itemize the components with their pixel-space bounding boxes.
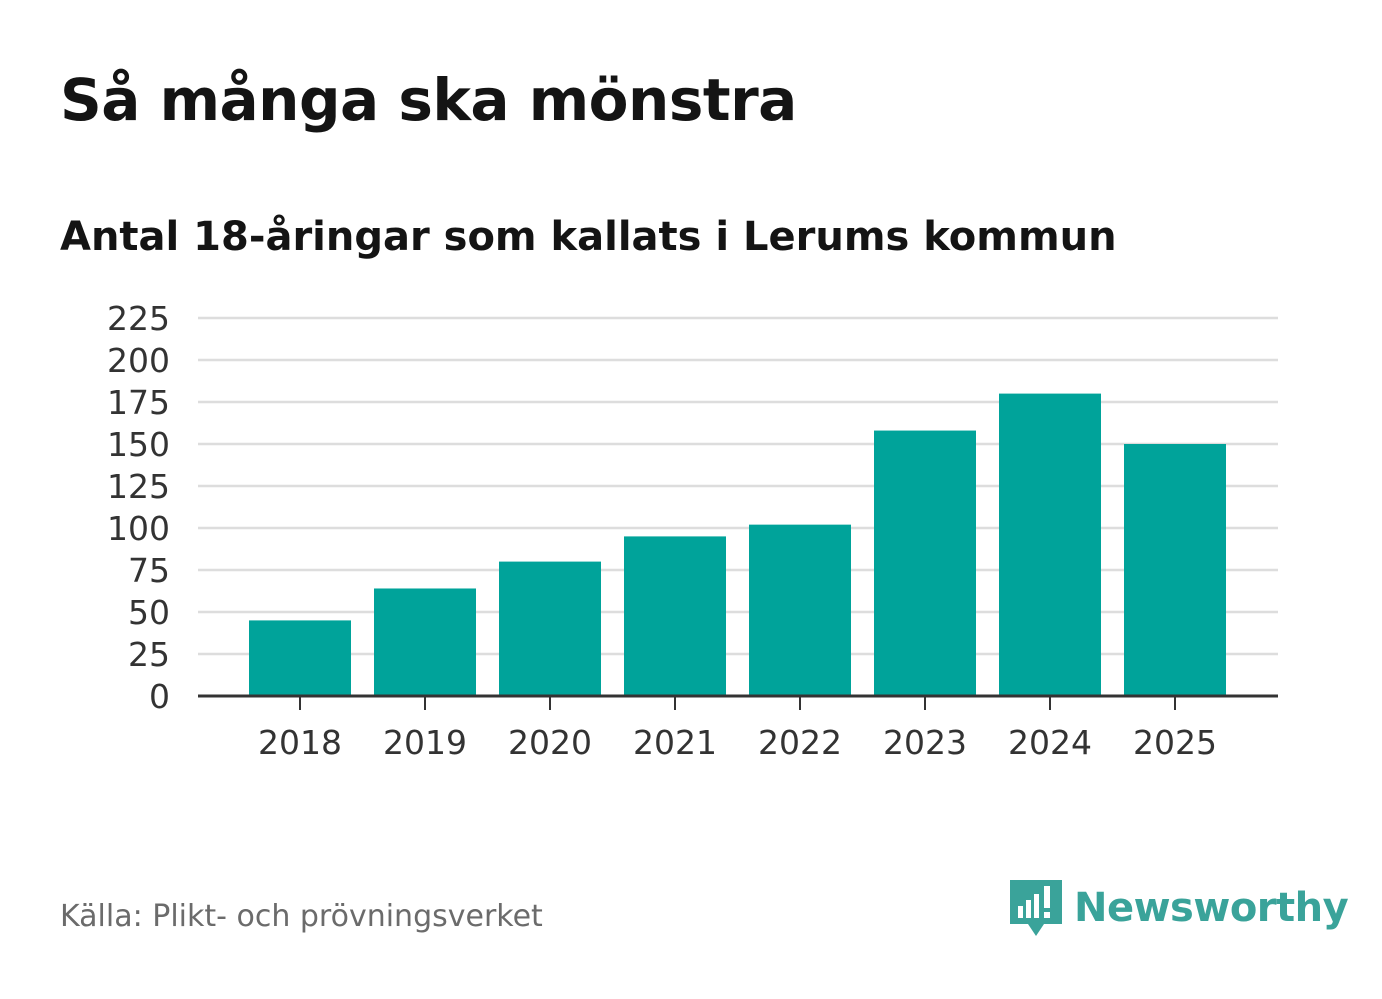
bar-2021 (624, 536, 726, 696)
y-tick-label: 225 (107, 299, 170, 338)
grid-lines (198, 316, 1278, 656)
y-tick-label: 175 (107, 383, 170, 422)
x-tick-label: 2025 (1133, 723, 1217, 762)
y-tick-label: 100 (107, 509, 170, 548)
chart-subtitle: Antal 18-åringar som kallats i Lerums ko… (60, 214, 1117, 260)
x-tick-label: 2024 (1008, 723, 1092, 762)
x-tick-label: 2023 (883, 723, 967, 762)
y-tick-label: 150 (107, 425, 170, 464)
x-tick-label: 2020 (508, 723, 592, 762)
brand-name: Newsworthy (1074, 885, 1349, 931)
x-tick-label: 2022 (758, 723, 842, 762)
bar-2018 (249, 620, 351, 696)
bar-2025 (1124, 444, 1226, 696)
newsworthy-logo-icon (1010, 880, 1062, 936)
y-tick-label: 25 (128, 635, 170, 674)
y-tick-label: 0 (149, 677, 170, 716)
y-tick-label: 200 (107, 341, 170, 380)
y-tick-label: 125 (107, 467, 170, 506)
y-tick-label: 50 (128, 593, 170, 632)
chart-title: Så många ska mönstra (60, 66, 797, 134)
bars (249, 393, 1226, 696)
bar-2024 (999, 393, 1101, 696)
source-note: Källa: Plikt- och prövningsverket (60, 899, 543, 934)
x-tick-label: 2018 (258, 723, 342, 762)
x-tick-label: 2021 (633, 723, 717, 762)
bar-2020 (499, 561, 601, 696)
bar-2022 (749, 524, 851, 696)
brand-logo: Newsworthy (1010, 878, 1349, 938)
bar-2023 (874, 430, 976, 696)
x-tick-label: 2019 (383, 723, 467, 762)
y-tick-label: 75 (128, 551, 170, 590)
bar-2019 (374, 588, 476, 696)
